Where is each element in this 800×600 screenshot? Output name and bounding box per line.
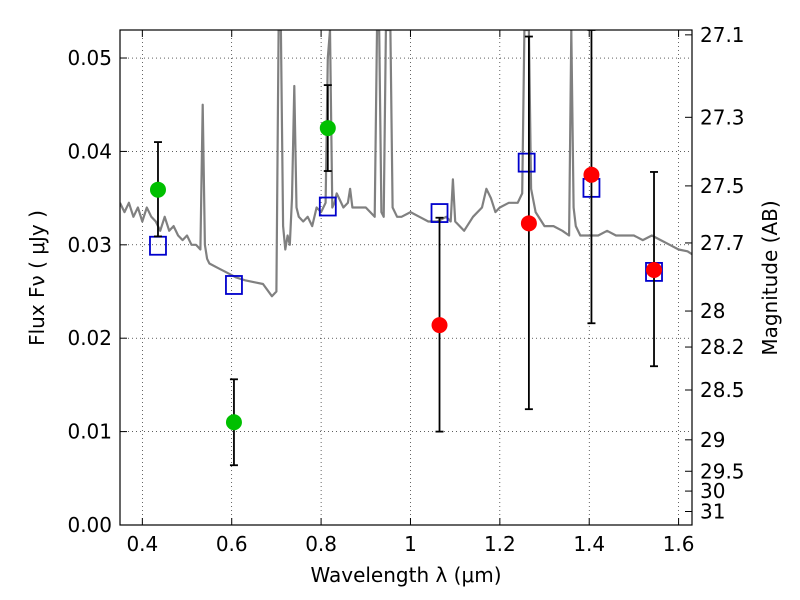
y2-tick-label: 29.5: [700, 459, 745, 483]
y-tick-label: 0.03: [67, 233, 112, 257]
observed-flux-point: [225, 414, 242, 431]
y-tick-label: 0.02: [67, 326, 112, 350]
y-tick-label: 0.01: [67, 420, 112, 444]
y2-tick-label: 29: [700, 428, 725, 452]
plot-area: [120, 30, 692, 467]
observed-flux-point: [520, 215, 537, 232]
y-tick-label: 0.00: [67, 513, 112, 537]
model-flux-square-point: [149, 235, 167, 256]
model-spectrum-line: [120, 30, 692, 298]
y2-tick-label: 31: [700, 500, 725, 524]
y2-tick-label: 28.2: [700, 335, 745, 359]
x-tick-label: 1.6: [663, 532, 695, 556]
x-tick-label: 0.6: [216, 532, 248, 556]
plot-frame: [119, 29, 693, 526]
observed-flux-point: [646, 262, 663, 279]
y-tick-label: 0.05: [67, 46, 112, 70]
axis-ticks: 0.4 0.6 0.8 1 1.2 1.4 1.6 0.00 0.01 0.02 0.03 0.04 0…: [67, 23, 744, 556]
x-axis-title: Wavelength λ (μm): [310, 563, 501, 587]
observed-flux-point: [149, 181, 166, 198]
model-flux-square-point: [225, 275, 243, 295]
y2-tick-label: 28: [700, 299, 725, 323]
x-tick-label: 1.2: [484, 532, 516, 556]
model-flux-square-point: [517, 152, 536, 173]
y-axis-title: Flux Fν ( μJy ): [25, 210, 49, 346]
observed-flux-point: [319, 120, 336, 137]
y2-tick-label: 27.1: [700, 23, 745, 47]
model-flux-square-point: [318, 196, 337, 217]
x-tick-label: 0.8: [305, 532, 337, 556]
observed-flux-point: [583, 166, 600, 183]
y2-tick-label: 27.5: [700, 174, 745, 198]
grid: [120, 30, 692, 526]
x-tick-label: 1.4: [573, 532, 605, 556]
y2-tick-label: 30: [700, 479, 725, 503]
y2-tick-label: 27.7: [700, 231, 745, 255]
x-tick-label: 0.4: [126, 532, 158, 556]
observed-flux-point: [431, 317, 448, 334]
y-tick-label: 0.04: [67, 139, 112, 163]
y2-axis-title: Magnitude (AB): [758, 200, 782, 355]
x-tick-label: 1: [404, 532, 417, 556]
y2-tick-label: 27.3: [700, 105, 745, 129]
y2-tick-label: 28.5: [700, 378, 745, 402]
